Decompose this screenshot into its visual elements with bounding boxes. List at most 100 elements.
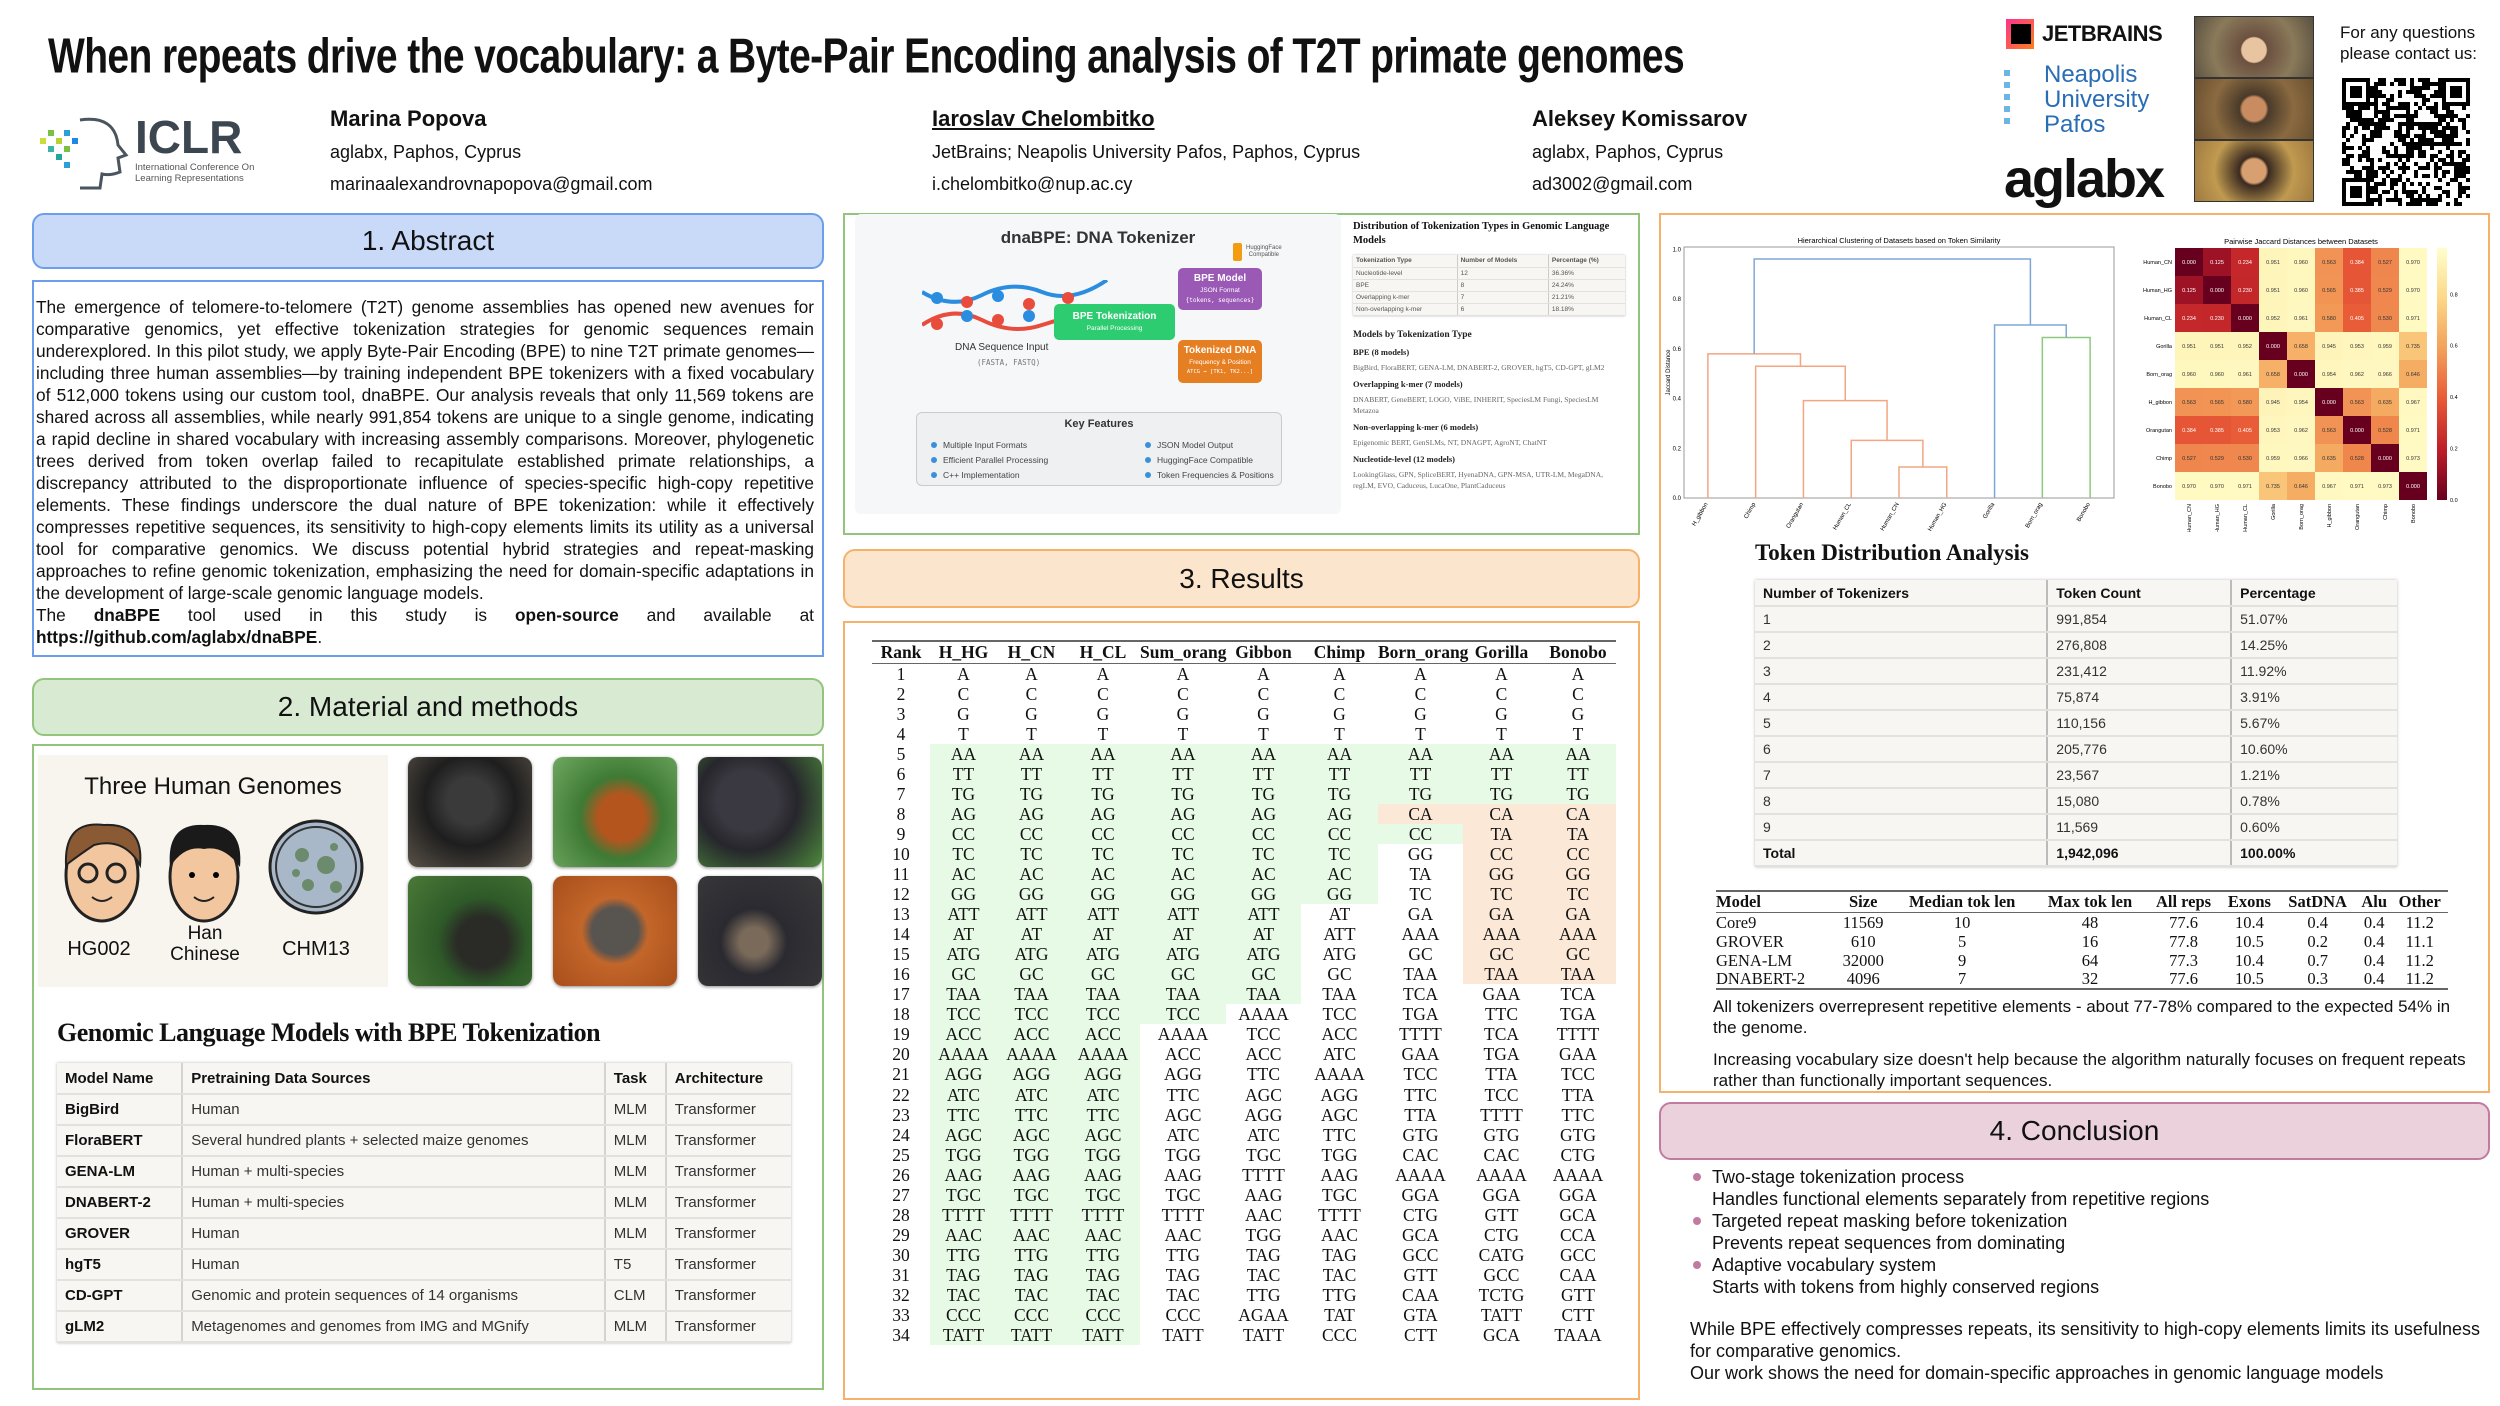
token-cell: GC: [997, 964, 1066, 985]
qr-code-icon[interactable]: [2342, 78, 2470, 206]
table-row: DNABERT-2 Human + multi-species MLM Transfo…: [57, 1187, 791, 1219]
chart-title: Pairwise Jaccard Distances between Datas…: [2224, 237, 2378, 246]
token-cell: CC: [1140, 823, 1226, 844]
tool-note-text: .: [317, 627, 323, 647]
token-cell: AC: [1301, 863, 1378, 885]
column-header: Gibbon: [1226, 640, 1301, 664]
author-name[interactable]: Iaroslav Chelombitko: [932, 106, 1155, 131]
github-link[interactable]: https://github.com/aglabx/dnaBPE: [36, 627, 318, 647]
token-cell: TG: [1301, 783, 1378, 804]
bullet-icon: [931, 457, 937, 463]
primate-photo-chimp: [408, 876, 532, 986]
rank-cell: 21: [892, 1064, 910, 1085]
token-cell: TA: [1540, 823, 1616, 844]
token-cell: GG: [930, 884, 997, 905]
token-cell: CAA: [1402, 1284, 1439, 1305]
heatmap-value: 0.951: [2266, 260, 2280, 266]
heatmap-cell: [2175, 276, 2203, 304]
table-cell: 11,569: [2046, 814, 2232, 841]
rank-cell: 5: [896, 743, 906, 764]
token-cell: ACC: [1321, 1024, 1358, 1045]
column-header: Chimp: [1301, 640, 1378, 664]
table-cell: GENA-LM: [57, 1156, 183, 1188]
token-cell: ATG: [930, 944, 997, 965]
token-cell: A: [1025, 663, 1038, 684]
table-row: GROVER Human MLM Transformer: [57, 1218, 791, 1250]
heatmap-value: 0.384: [2350, 260, 2364, 266]
token-cell: AT: [1226, 924, 1301, 945]
table-cell: 991,854: [2046, 606, 2232, 633]
rank-cell: 2: [896, 683, 906, 704]
author-email[interactable]: ad3002@gmail.com: [1532, 174, 1693, 194]
table-cell: 11.2: [2391, 969, 2448, 990]
table-row: 3 G G G G G G G G G: [872, 704, 1616, 724]
neapolis-logo-line: Neapolis: [2044, 61, 2138, 88]
token-cell: ATT: [1066, 904, 1140, 925]
table-cell: GROVER: [1716, 931, 1784, 951]
heatmap-cell: [2175, 360, 2203, 388]
heatmap-value: 0.234: [2182, 316, 2196, 322]
token-cell: GC: [1066, 964, 1140, 985]
column-header: Median tok len: [1890, 890, 2034, 913]
box-title: BPE Model: [1193, 273, 1247, 284]
tokenization-dist-table: Tokenization Type Number of Models Percent…: [1353, 255, 1625, 316]
token-cell: ATG: [1066, 944, 1140, 965]
rank-cell: 27: [892, 1184, 910, 1205]
column-header: Other: [2391, 890, 2448, 913]
table-cell: 276,808: [2046, 632, 2232, 659]
token-cell: AC: [930, 863, 997, 885]
author-email[interactable]: marinaalexandrovnapopova@gmail.com: [330, 174, 653, 194]
token-cell: TTG: [930, 1244, 997, 1265]
table-cell: 77.6: [2169, 912, 2198, 932]
heatmap-cell: [2203, 332, 2231, 360]
token-cell: AGG: [1320, 1084, 1359, 1105]
table-row: BigBird Human MLM Transformer: [57, 1094, 791, 1126]
heatmap-value: 0.973: [2406, 456, 2420, 462]
token-cell: TATT: [930, 1325, 997, 1346]
table-cell: Core9: [1716, 912, 1757, 932]
author-photo: [2194, 140, 2314, 202]
token-cell: AAC: [1245, 1204, 1282, 1225]
table-cell: 16: [2081, 931, 2099, 951]
column-header: H_HG: [930, 640, 997, 664]
table-row: 4 T T T T T T T T T: [872, 724, 1616, 744]
token-cell: A: [1571, 663, 1585, 684]
token-cell: T: [958, 723, 969, 744]
rank-cell: 20: [892, 1044, 910, 1065]
diagram-title: dnaBPE: DNA Tokenizer: [1000, 228, 1196, 247]
token-cell: GTG: [1483, 1124, 1520, 1145]
token-cell: AAC: [1164, 1224, 1202, 1245]
heatmap-value: 0.000: [2238, 316, 2252, 322]
token-cell: CAA: [1559, 1264, 1597, 1285]
token-cell: AAC: [930, 1224, 997, 1245]
table-row: 7 TG TG TG TG TG TG TG TG TG: [872, 783, 1616, 804]
heatmap-value: 0.961: [2294, 316, 2308, 322]
author-email[interactable]: i.chelombitko@nup.ac.cy: [932, 174, 1133, 194]
heatmap-cell: [2231, 416, 2259, 444]
rank-cell: 13: [892, 904, 910, 925]
token-cell: CC: [1301, 823, 1378, 844]
table-cell: 64: [2081, 950, 2099, 970]
total-row: Total 1,942,096 100.00%: [1755, 840, 2397, 867]
token-cell: T: [1496, 723, 1507, 744]
table-cell: Overlapping k-mer: [1353, 291, 1458, 304]
token-cell: CTG: [1484, 1224, 1519, 1245]
heatmap-value: 0.953: [2266, 428, 2280, 434]
author-2: Iaroslav Chelombitko JetBrains; Neapolis…: [932, 106, 1360, 195]
genome-label-chm13: CHM13: [282, 938, 350, 960]
token-cell: AA: [1378, 743, 1463, 764]
col-label: Orangutan: [2355, 504, 2361, 530]
table-row: 12 GG GG GG GG GG GG TC TC TC: [872, 884, 1616, 905]
open-source-label: open-source: [515, 605, 619, 625]
table-cell: 11.2: [2405, 950, 2434, 970]
table-row: 25 TGG TGG TGG TGG TGC TGG CAC CAC CTG: [872, 1144, 1616, 1165]
iclr-logo-text: ICLR: [135, 111, 243, 163]
heatmap-value: 0.735: [2266, 484, 2280, 490]
column-header: All reps: [2146, 890, 2221, 913]
token-cell: TG: [930, 783, 997, 804]
token-cell: TTTT: [997, 1204, 1066, 1225]
heatmap-value: 0.580: [2238, 400, 2252, 406]
rank-cell: 25: [892, 1144, 910, 1165]
token-cell: TG: [1378, 783, 1463, 804]
author-photos: [2194, 16, 2314, 202]
